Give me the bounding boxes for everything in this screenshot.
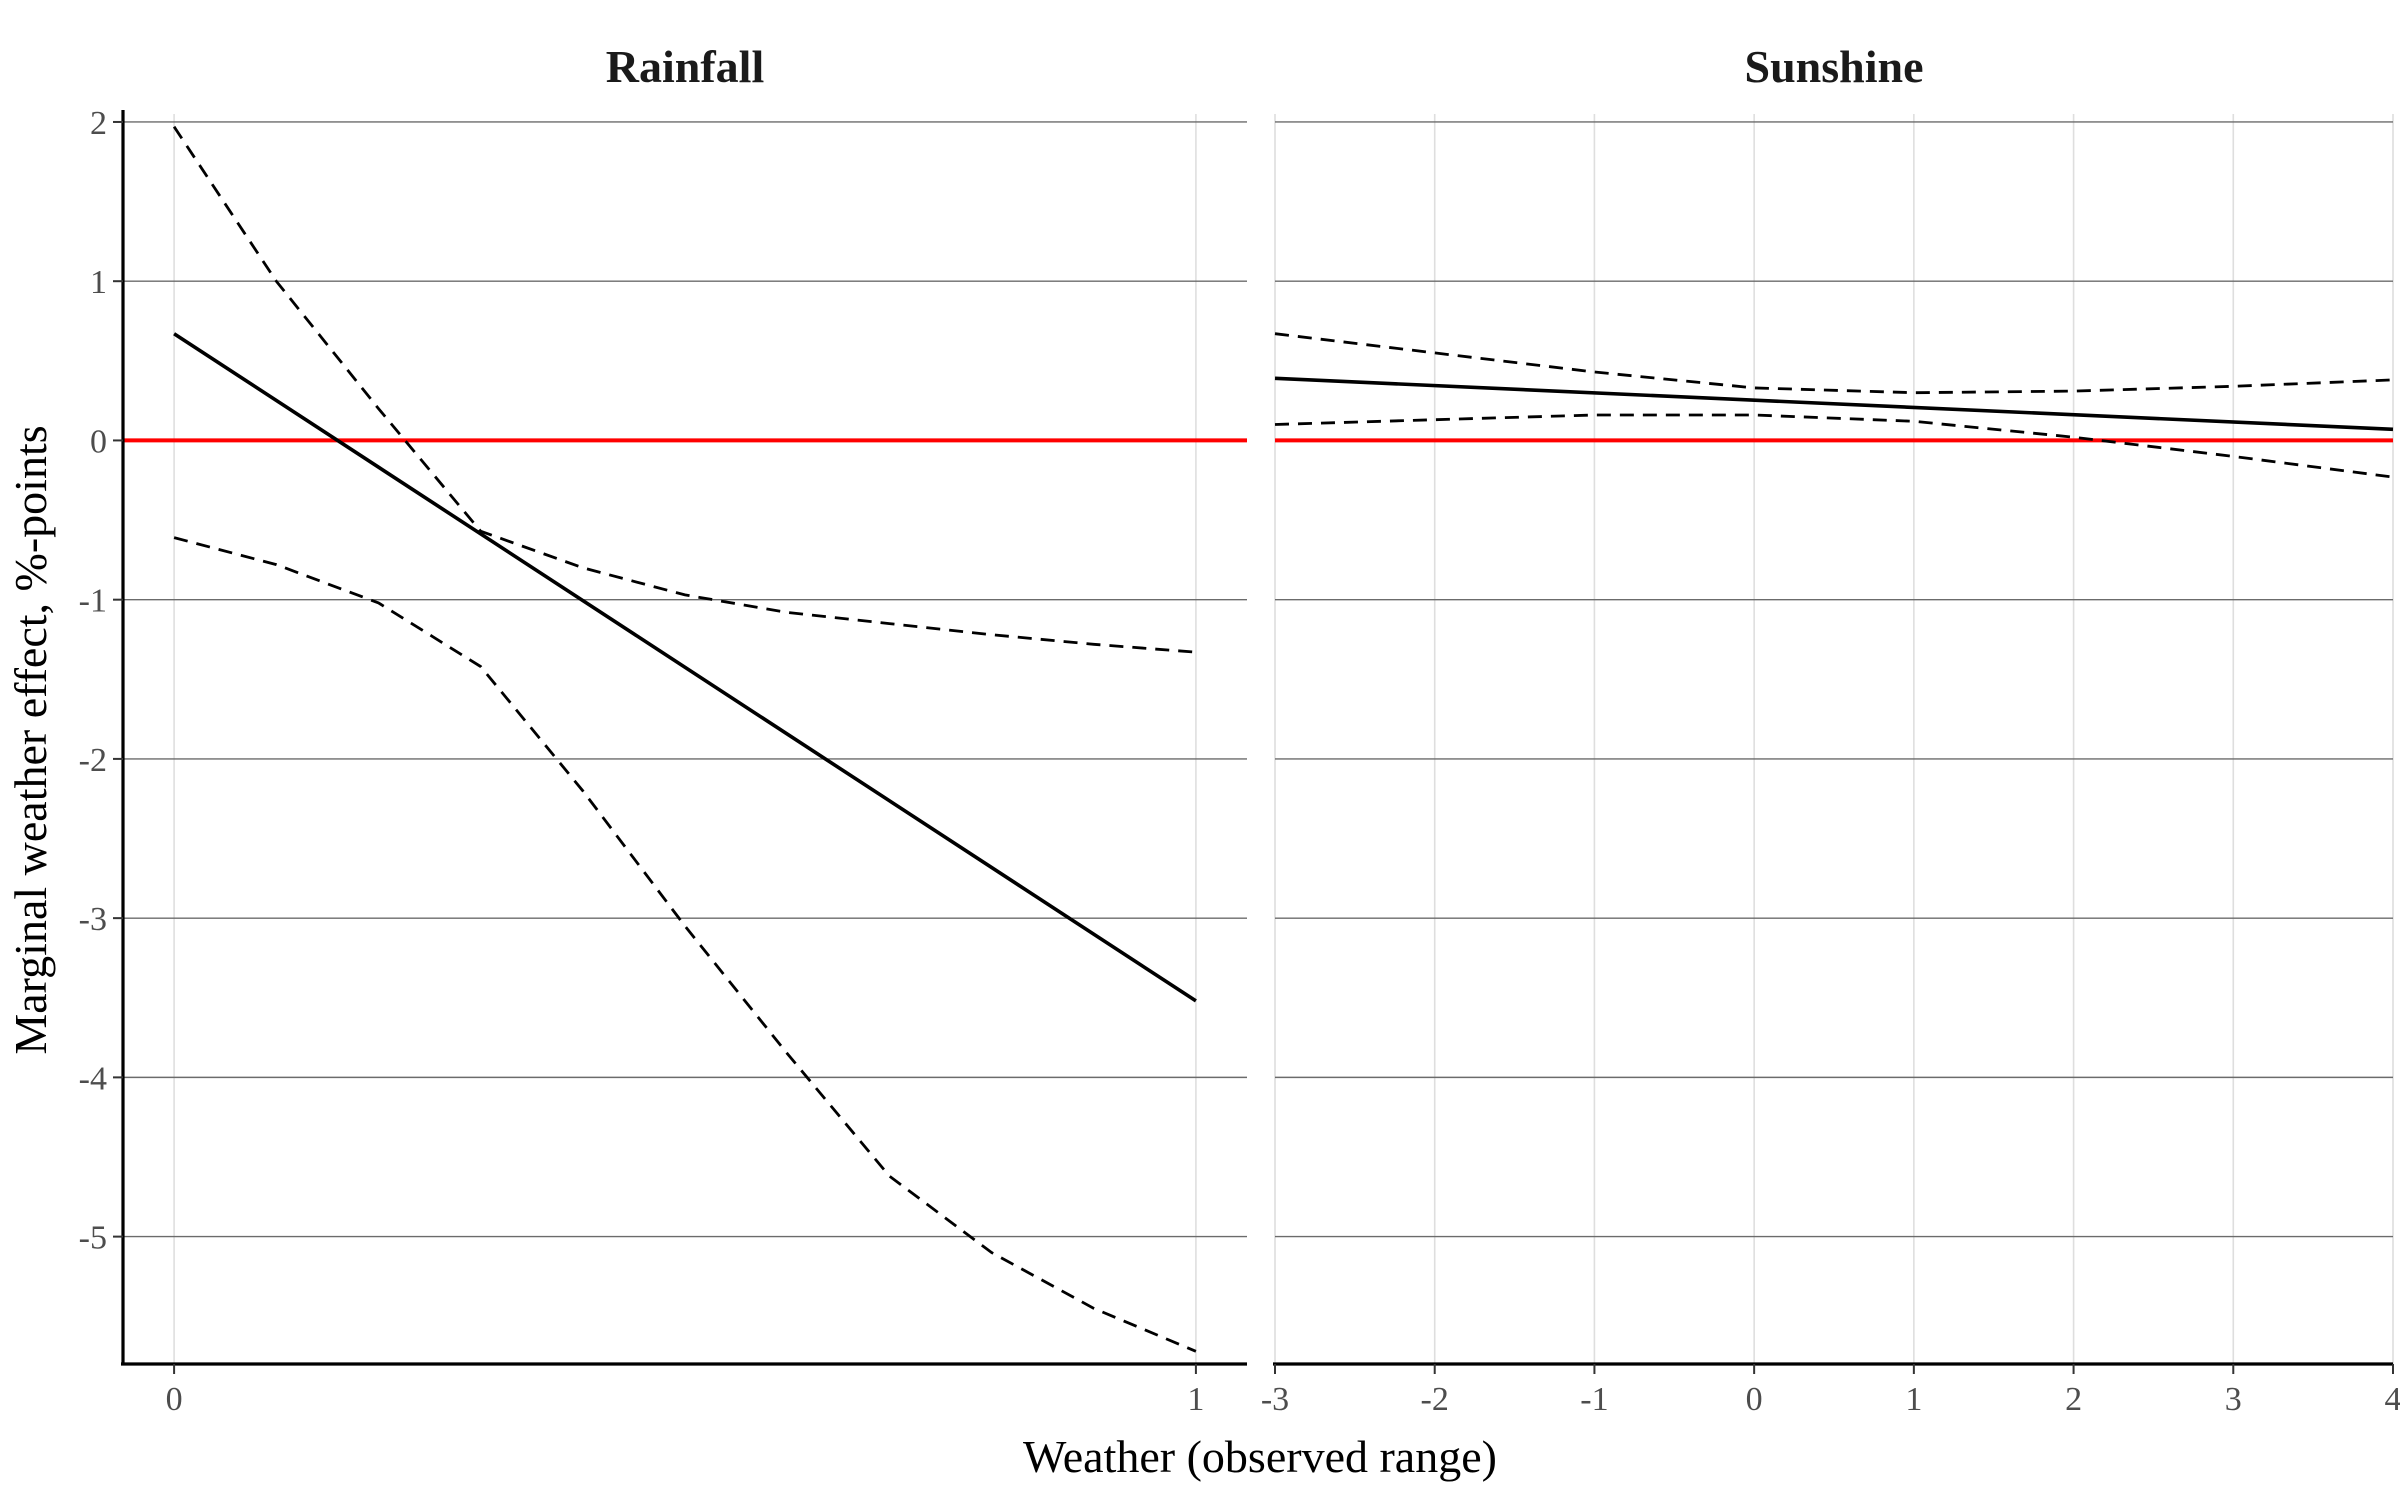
y-tick-label: -3 xyxy=(79,901,107,938)
confidence-band-line xyxy=(172,125,1197,654)
confidence-band-line xyxy=(1274,413,2394,479)
y-axis-title: Marginal weather effect, %-points xyxy=(5,425,56,1054)
x-tick-label: 2 xyxy=(2065,1381,2082,1418)
y-tick-label: -5 xyxy=(79,1220,107,1257)
panel-title: Rainfall xyxy=(606,41,764,92)
x-tick-label: -2 xyxy=(1421,1381,1449,1418)
x-tick-label: 4 xyxy=(2385,1381,2400,1418)
confidence-band-line xyxy=(173,536,1197,1353)
x-axis-title: Weather (observed range) xyxy=(1023,1431,1497,1482)
y-tick-label: 1 xyxy=(90,264,107,301)
x-tick-label: 1 xyxy=(1905,1381,1922,1418)
x-tick-label: 0 xyxy=(1746,1381,1763,1418)
y-tick-label: 0 xyxy=(90,423,107,460)
estimate-line xyxy=(173,332,1197,1003)
panel-sunshine: -3 -2 -1 0 1 2 3 4 Sunshine xyxy=(1261,41,2400,1418)
y-tick-label: 2 xyxy=(90,105,107,142)
confidence-band-line xyxy=(1274,332,2394,395)
x-tick-label: -1 xyxy=(1580,1381,1608,1418)
panel-rainfall: 0 1 Rainfall 2 1 0 -1 -2 -3 -4 -5 xyxy=(79,41,1247,1418)
y-tick-label: -1 xyxy=(79,583,107,620)
y-tick-label: -2 xyxy=(79,742,107,779)
y-tick-label: -4 xyxy=(79,1060,107,1097)
panel-title: Sunshine xyxy=(1744,41,1923,92)
estimate-line xyxy=(1274,376,2394,432)
x-tick-label: 3 xyxy=(2225,1381,2242,1418)
x-tick-label: -3 xyxy=(1261,1381,1289,1418)
x-tick-label: 1 xyxy=(1187,1381,1204,1418)
panels-group: 0 1 Rainfall 2 1 0 -1 -2 -3 -4 -5 -3 -2 -1 0 1 2 3 4 Sunshi… xyxy=(79,41,2400,1418)
x-tick-label: 0 xyxy=(166,1381,183,1418)
